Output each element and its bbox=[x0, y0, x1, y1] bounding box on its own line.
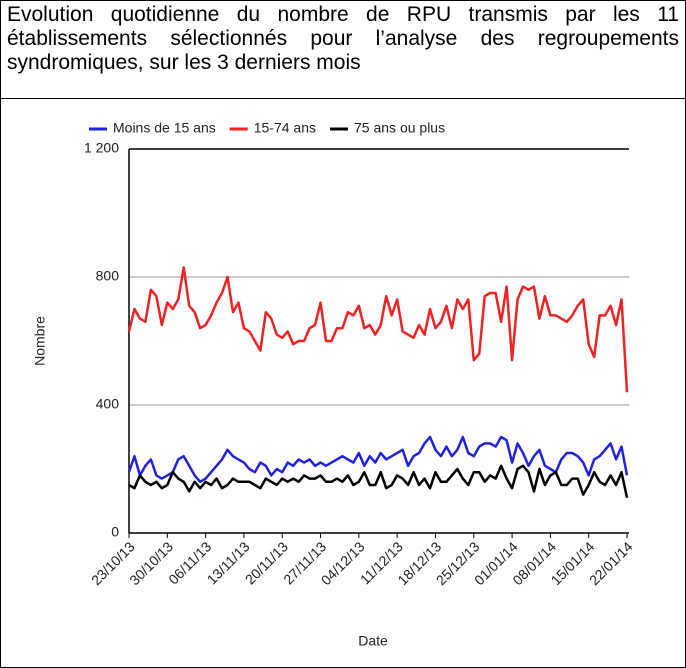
x-axis-label: Date bbox=[358, 633, 388, 649]
line-series bbox=[127, 266, 629, 393]
line-series bbox=[128, 464, 629, 499]
y-tick-label: 0 bbox=[111, 524, 119, 540]
legend-label: 75 ans ou plus bbox=[354, 120, 445, 136]
legend-label: Moins de 15 ans bbox=[113, 120, 216, 136]
chart-title: Evolution quotidienne du nombre de RPU t… bbox=[1, 1, 685, 99]
y-tick-label: 400 bbox=[96, 396, 120, 412]
line-series bbox=[127, 435, 629, 484]
y-tick-label: 800 bbox=[96, 268, 120, 284]
y-tick-label: 1 200 bbox=[84, 140, 119, 156]
legend-label: 15-74 ans bbox=[254, 120, 316, 136]
y-axis-label: Nombre bbox=[32, 316, 48, 366]
